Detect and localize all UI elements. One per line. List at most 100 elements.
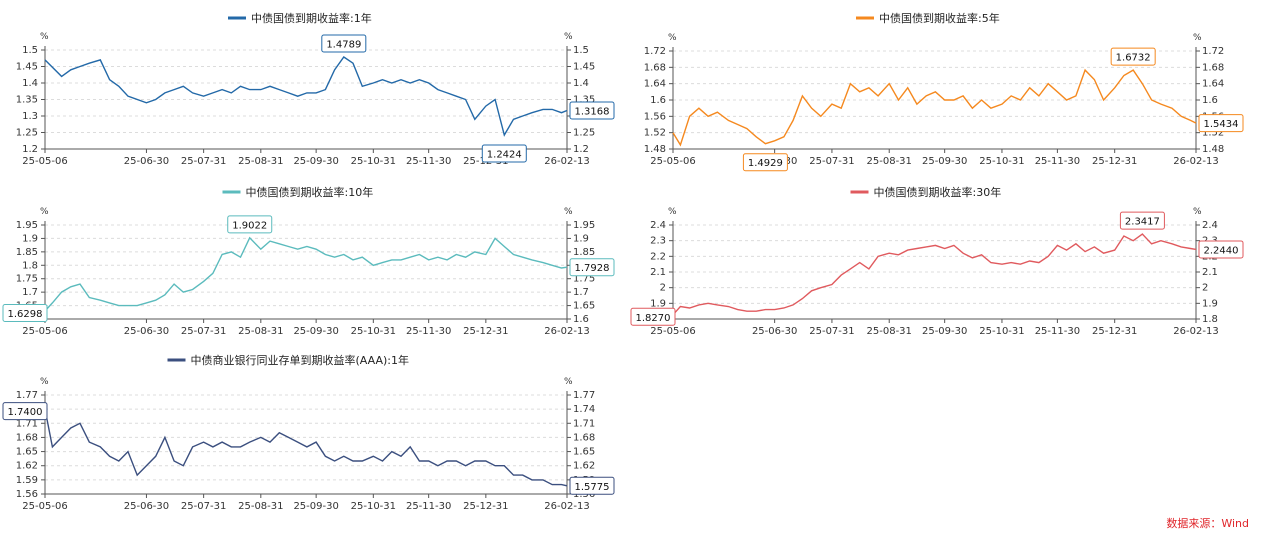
- x-tick-label: 25-09-30: [922, 326, 967, 337]
- x-tick-label: 25-11-30: [406, 156, 451, 167]
- y-tick-label-left: 2.4: [650, 220, 666, 231]
- y-tick-label-left: 1.48: [644, 144, 666, 155]
- y-tick-label-left: 1.95: [16, 220, 38, 231]
- y-unit-right: %: [564, 377, 573, 387]
- x-tick-label: 25-08-31: [867, 156, 912, 167]
- y-unit-right: %: [564, 32, 573, 42]
- x-tick-label: 25-07-31: [181, 156, 226, 167]
- x-tick-label: 25-08-31: [238, 501, 283, 512]
- y-tick-label-left: 1.8: [22, 260, 38, 271]
- y-tick-label-right: 1.85: [573, 247, 595, 258]
- y-tick-label-right: 1.8: [1202, 314, 1218, 325]
- y-tick-label-left: 1.77: [16, 390, 38, 401]
- x-tick-label: 25-12-31: [1092, 156, 1137, 167]
- x-tick-label: 25-11-30: [406, 326, 451, 337]
- y-unit-right: %: [1193, 33, 1202, 43]
- y-tick-label-right: 1.68: [1202, 62, 1224, 73]
- y-tick-label-right: 1.4: [573, 78, 589, 89]
- y-unit-right: %: [564, 207, 573, 217]
- y-tick-label-left: 1.59: [16, 475, 38, 486]
- y-tick-label-left: 1.85: [16, 247, 38, 258]
- y-tick-label-left: 1.35: [16, 95, 38, 106]
- y-tick-label-right: 1.64: [1202, 79, 1224, 90]
- y-tick-label-left: 1.75: [16, 274, 38, 285]
- y-tick-label-left: 1.72: [644, 46, 666, 57]
- value-callout-box: [569, 258, 615, 277]
- y-tick-label-right: 1.6: [1202, 95, 1218, 106]
- y-tick-label-right: 1.7: [573, 287, 589, 298]
- y-tick-label-right: 1.95: [573, 220, 595, 231]
- x-tick-label: 25-08-31: [238, 156, 283, 167]
- value-callout-label: 1.5434: [1204, 119, 1239, 130]
- y-tick-label-left: 1.62: [16, 461, 38, 472]
- y-tick-label-left: 2.3: [650, 236, 666, 247]
- y-tick-label-left: 1.68: [644, 62, 666, 73]
- x-tick-label: 26-02-13: [1173, 326, 1218, 337]
- legend-label: 中债国债到期收益率:1年: [251, 11, 372, 25]
- value-callout-box: [1198, 240, 1244, 259]
- value-callout-label: 1.5775: [575, 482, 610, 493]
- x-tick-label: 25-08-31: [867, 326, 912, 337]
- y-tick-label-left: 1.5: [22, 45, 38, 56]
- value-callout-label: 2.3417: [1125, 217, 1160, 228]
- y-unit-left: %: [668, 33, 677, 43]
- x-tick-label: 25-10-31: [979, 326, 1024, 337]
- x-tick-label: 25-08-31: [238, 326, 283, 337]
- x-tick-label: 25-06-30: [752, 326, 797, 337]
- y-unit-left: %: [668, 207, 677, 217]
- y-tick-label-right: 1.48: [1202, 144, 1224, 155]
- y-tick-label-right: 1.65: [573, 447, 595, 458]
- y-tick-label-right: 1.9: [1202, 298, 1218, 309]
- y-tick-label-left: 1.45: [16, 62, 38, 73]
- y-tick-label-left: 1.64: [644, 79, 666, 90]
- x-tick-label: 26-02-13: [544, 156, 589, 167]
- y-tick-label-right: 1.35: [573, 95, 595, 106]
- value-callout-box: [1119, 211, 1165, 230]
- value-callout-box: [481, 144, 527, 163]
- y-tick-label-right: 1.52: [1202, 128, 1224, 139]
- value-callout-box: [227, 215, 273, 234]
- value-callout-box: [1110, 47, 1156, 66]
- value-callout-label: 1.2424: [487, 150, 522, 161]
- x-tick-label: 25-05-06: [22, 501, 67, 512]
- y-unit-left: %: [40, 377, 49, 387]
- x-tick-label: 25-11-30: [1035, 156, 1080, 167]
- x-tick-label: 25-12-31: [463, 326, 508, 337]
- y-unit-right: %: [1193, 207, 1202, 217]
- y-tick-label-right: 1.65: [573, 301, 595, 312]
- x-tick-label: 25-11-30: [1035, 326, 1080, 337]
- y-tick-label-left: 1.52: [644, 128, 666, 139]
- x-tick-label: 25-07-31: [181, 326, 226, 337]
- x-tick-label: 25-05-06: [650, 326, 695, 337]
- y-tick-label-right: 1.25: [573, 128, 595, 139]
- y-tick-label-right: 1.71: [573, 418, 595, 429]
- x-tick-label: 25-07-31: [181, 501, 226, 512]
- chart-panel-5: 中债商业银行同业存单到期收益率(AAA):1年%%1.561.561.591.5…: [2, 353, 615, 512]
- value-callout-box: [2, 402, 48, 421]
- x-tick-label: 25-12-31: [463, 501, 508, 512]
- y-tick-label-right: 1.72: [1202, 46, 1224, 57]
- y-tick-label-left: 1.9: [650, 298, 666, 309]
- x-tick-label: 25-09-30: [293, 326, 338, 337]
- y-unit-left: %: [40, 32, 49, 42]
- y-tick-label-left: 2.1: [650, 267, 666, 278]
- value-callout-box: [1198, 114, 1244, 133]
- value-callout-label: 1.4789: [326, 39, 361, 50]
- value-callout-box: [630, 307, 676, 326]
- value-callout-box: [742, 153, 788, 172]
- y-tick-label-right: 1.75: [573, 274, 595, 285]
- value-callout-box: [569, 476, 615, 495]
- series-line: [672, 233, 1197, 316]
- y-tick-label-left: 1.65: [16, 447, 38, 458]
- x-tick-label: 26-02-13: [544, 501, 589, 512]
- value-callout-label: 1.6298: [8, 309, 43, 320]
- x-tick-label: 25-06-30: [124, 156, 169, 167]
- y-tick-label-right: 1.62: [573, 461, 595, 472]
- x-tick-label: 25-09-30: [293, 501, 338, 512]
- y-tick-label-right: 2.4: [1202, 220, 1218, 231]
- y-tick-label-left: 1.7: [22, 287, 38, 298]
- y-tick-label-left: 1.6: [650, 95, 666, 106]
- y-tick-label-left: 1.71: [16, 418, 38, 429]
- y-tick-label-right: 1.45: [573, 62, 595, 73]
